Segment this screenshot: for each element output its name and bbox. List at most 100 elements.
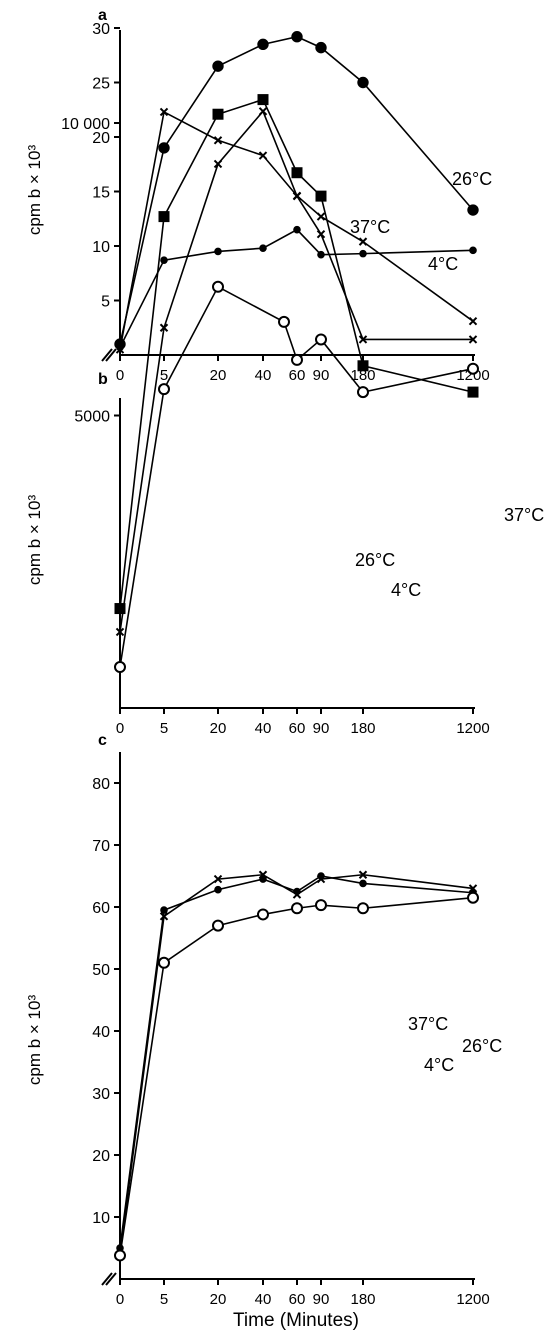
y-tick-label: 10 xyxy=(92,1210,110,1227)
marker-s1-point xyxy=(468,335,478,344)
marker-s1-point xyxy=(213,159,223,169)
cross-stroke xyxy=(159,912,169,921)
cross-stroke xyxy=(213,136,223,145)
marker-s1-point xyxy=(316,229,326,239)
marker-s0-point xyxy=(291,31,303,43)
marker-s0-point xyxy=(467,386,479,398)
x-tick-label: 0 xyxy=(116,720,124,737)
marker-s2-point xyxy=(293,225,301,234)
marker-s2-point xyxy=(114,1249,126,1262)
x-tick-label: 180 xyxy=(350,1291,375,1308)
marker-s2-point xyxy=(212,919,224,932)
x-axis-label: Time (Minutes) xyxy=(233,1310,359,1331)
y-tick-label: 10 xyxy=(92,239,110,256)
marker-s1-point xyxy=(292,191,302,201)
marker-s0-point xyxy=(213,874,223,884)
panel-letter: c xyxy=(98,732,107,749)
x-tick-label: 40 xyxy=(255,367,272,384)
series-label: 37°C xyxy=(350,217,390,237)
y-tick-label: 20 xyxy=(92,1148,110,1165)
series-label: 4°C xyxy=(391,580,421,600)
y-tick-label: 30 xyxy=(92,1086,110,1103)
series-line-1 xyxy=(119,875,474,1249)
x-tick-label: 60 xyxy=(289,720,306,737)
marker-s1-point xyxy=(160,906,168,914)
x-tick-label: 60 xyxy=(289,1291,306,1308)
marker-s1-point xyxy=(213,136,223,145)
series-label: 4°C xyxy=(424,1055,454,1075)
series-line-0 xyxy=(119,98,474,609)
cross-stroke xyxy=(358,237,368,246)
marker-s0-point xyxy=(358,870,368,879)
series-label: 37°C xyxy=(408,1014,448,1034)
series-line-2 xyxy=(119,228,474,348)
x-tick-label: 5 xyxy=(160,720,168,737)
marker-s1-point xyxy=(159,107,169,117)
cross-stroke xyxy=(358,870,368,879)
y-axis-label: cpm b × 10³ xyxy=(25,145,44,236)
marker-s0-point xyxy=(114,603,126,615)
marker-s2-point xyxy=(114,661,126,674)
marker-s1-point xyxy=(358,237,368,246)
cross-stroke xyxy=(358,335,368,344)
marker-s0-point xyxy=(212,108,224,120)
series-line-2 xyxy=(119,896,474,1256)
cross-stroke xyxy=(258,107,268,116)
x-tick-label: 90 xyxy=(313,720,330,737)
marker-s2-point xyxy=(160,256,168,264)
marker-s1-point xyxy=(359,879,367,888)
y-axis-label: cpm b × 10³ xyxy=(25,495,44,586)
series-line-2 xyxy=(119,285,474,668)
marker-s2-point xyxy=(357,902,369,915)
marker-s2-point xyxy=(317,250,325,259)
y-tick-label: 20 xyxy=(92,130,110,147)
series-line-0 xyxy=(119,873,474,1255)
y-tick-label: 70 xyxy=(92,838,110,855)
marker-s1-point xyxy=(316,212,326,221)
cross-stroke xyxy=(468,317,478,326)
marker-s2-point xyxy=(158,383,170,396)
x-tick-label: 5 xyxy=(160,1291,168,1308)
marker-s1-point xyxy=(259,875,267,883)
y-axis-label: cpm b × 10³ xyxy=(25,995,44,1086)
marker-s2-point xyxy=(291,902,303,915)
panel-letter: a xyxy=(98,7,107,24)
marker-s1-point xyxy=(258,107,268,116)
marker-s2-point xyxy=(116,343,124,352)
series-label: 26°C xyxy=(355,550,395,570)
marker-s2-point xyxy=(214,247,222,256)
series-line-0 xyxy=(119,35,474,345)
x-tick-label: 40 xyxy=(255,720,272,737)
y-tick-label: 25 xyxy=(92,76,110,93)
cross-stroke xyxy=(159,107,169,117)
series-line-1 xyxy=(119,109,473,633)
x-tick-label: 90 xyxy=(313,1291,330,1308)
x-tick-label: 5 xyxy=(160,367,168,384)
cross-stroke xyxy=(159,323,169,332)
marker-s1-point xyxy=(115,627,125,637)
marker-s1-point xyxy=(293,887,301,896)
x-tick-label: 0 xyxy=(116,367,124,384)
marker-s0-point xyxy=(357,76,369,89)
x-tick-label: 0 xyxy=(116,1291,124,1308)
series-label: 26°C xyxy=(462,1036,502,1056)
marker-s1-point xyxy=(214,885,222,894)
marker-s0-point xyxy=(257,38,269,51)
marker-s1-point xyxy=(159,323,169,332)
marker-s2-point xyxy=(291,353,303,366)
marker-s0-point xyxy=(159,912,169,921)
y-tick-label: 15 xyxy=(92,185,110,202)
marker-s1-point xyxy=(317,872,325,880)
marker-s2-point xyxy=(212,280,224,293)
axis-break-mark xyxy=(105,348,117,362)
cross-stroke xyxy=(258,151,268,160)
y-tick-label: 10 000 xyxy=(61,116,110,133)
marker-s2-point xyxy=(359,249,367,258)
marker-s2-point xyxy=(357,386,369,399)
x-tick-label: 20 xyxy=(210,1291,227,1308)
marker-s2-point xyxy=(467,891,479,904)
x-tick-label: 60 xyxy=(289,367,306,384)
series-line-1 xyxy=(119,110,474,350)
cross-stroke xyxy=(213,874,223,884)
